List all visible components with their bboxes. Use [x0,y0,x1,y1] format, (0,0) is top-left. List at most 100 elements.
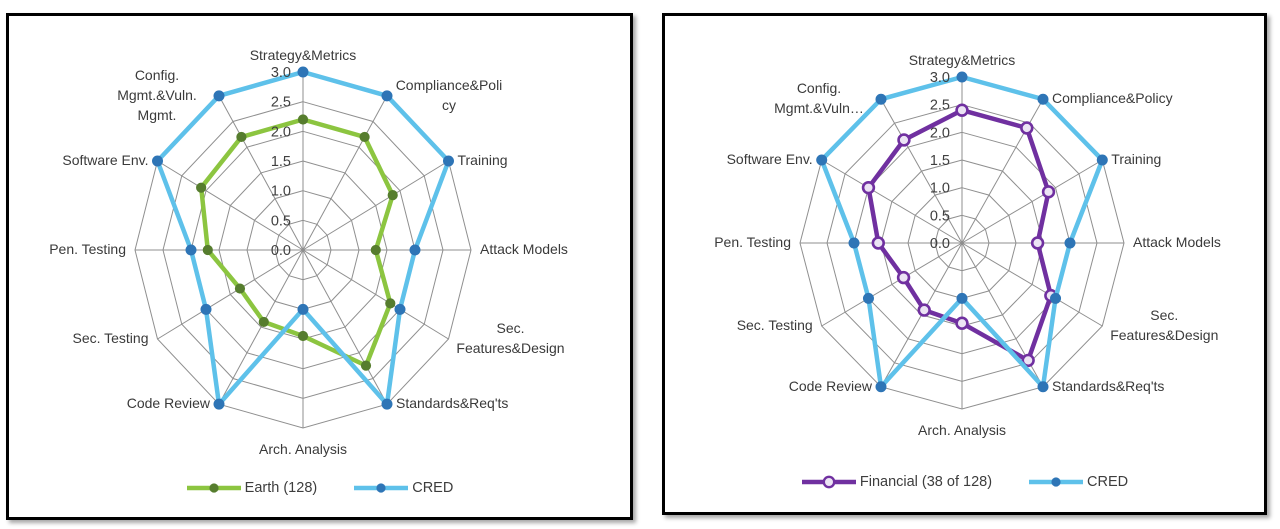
legend-label: CRED [412,480,454,496]
series-marker [1020,121,1034,135]
series-marker [297,114,309,125]
series-marker [234,283,246,294]
series-marker [1096,154,1108,166]
series-marker [297,66,309,78]
radar-spoke [218,249,304,405]
legend-label: Earth (128) [244,480,318,496]
axis-label: Sec. Testing [737,317,813,333]
radar-chart-financial: 3.0 2.5 2.0 1.5 1.0 0.5 0.0 Strategy&Metrics Com… [714,52,1221,438]
tick-label: 2.0 [271,124,291,140]
series-marker [861,180,876,195]
series-marker [955,316,969,330]
series-marker [956,71,968,83]
series-marker [385,298,396,309]
series-marker [848,237,860,249]
axis-label: Sec. Features&Design [456,320,564,356]
axis-label: Compliance&Policy [1052,90,1173,106]
legend-financial-chart: Financial (38 of 128) CRED [665,474,1264,490]
series-marker [394,303,406,315]
radar-spoke [302,95,388,251]
axis-label: Attack Models [480,241,568,257]
tick-label: 3.0 [271,65,291,81]
tick-label: 0.0 [271,243,291,259]
axis-label: Training [457,152,507,168]
legend-marker-icon [1029,477,1084,487]
tick-label: 0.5 [930,208,950,224]
series-marker [896,270,911,285]
radar-spoke [821,242,963,327]
radar-spoke [302,249,388,405]
axis-label: Strategy&Metrics [909,52,1016,68]
series-marker [297,303,309,315]
tick-label: 1.5 [271,154,291,170]
series-marker [1021,353,1035,368]
axis-label: Config. Mgmt.&Vuln… [774,80,864,116]
radar-spoke [961,242,1103,327]
series-marker [897,133,911,147]
series-marker [258,316,269,328]
series-marker [297,330,309,342]
series-marker [152,155,164,167]
series-marker [409,244,421,256]
series-marker [213,90,225,102]
legend-item-1: CRED [353,480,453,496]
axis-label: Sec. Features&Design [1110,307,1218,343]
axis-label: Sec. Testing [72,330,148,346]
tick-label: 0.0 [930,236,950,252]
radar-chart-earth: 3.0 2.5 2.0 1.5 1.0 0.5 0.0 Strategy&Metrics Com… [49,47,568,457]
series-marker [871,236,886,250]
tick-label: 0.5 [271,213,291,229]
radar-spoke [157,249,304,340]
axis-label: Standards&Req'ts [1052,378,1164,394]
series-marker [213,398,225,410]
tick-label: 2.0 [930,125,950,141]
series-marker [359,131,370,143]
tick-label: 3.0 [930,70,950,86]
series-marker [1030,236,1045,250]
axis-label: Strategy&Metrics [250,47,357,63]
tick-label: 1.0 [930,181,950,197]
series-marker [862,292,874,304]
legend-item-0: Earth (128) [186,480,318,496]
earth-cred-radar-panel: 3.0 2.5 2.0 1.5 1.0 0.5 0.0 Strategy&Metrics Com… [6,13,633,520]
series-marker [956,292,968,304]
legend-marker-icon [354,483,409,493]
series-marker [875,381,887,393]
radar-spoke [157,160,304,251]
tick-label: 2.5 [271,95,291,111]
legend-item-1: CRED [1028,474,1128,490]
series-marker [955,103,969,117]
series-marker [202,244,213,256]
radar-spoke [821,159,963,244]
radar-spoke [218,95,304,251]
series-marker [185,244,197,256]
legend-label: Financial (38 of 128) [859,474,993,490]
radar-spoke [961,159,1103,244]
series-marker [442,155,454,167]
series-marker [360,360,372,371]
series-marker [1050,292,1062,304]
axis-label: Arch. Analysis [259,441,347,457]
axis-label: Software Env. [727,151,813,167]
legend-dot [376,483,386,493]
legend-label: CRED [1087,474,1129,490]
axis-label: Training [1111,151,1161,167]
axis-label: Standards&Req'ts [396,395,508,411]
legend-marker-icon [801,475,856,489]
series-marker [875,93,887,105]
series-marker [1037,93,1049,105]
series-marker [236,131,247,143]
series-marker [1037,381,1049,393]
legend-dot [1051,477,1061,487]
tick-label: 1.0 [271,184,291,200]
axis-label: Pen. Testing [714,234,791,250]
legend-earth-chart: Earth (128) CRED [9,480,630,496]
radar-spoke [302,160,449,251]
series-marker [387,190,398,201]
legend-dot [209,483,219,493]
series-marker [816,154,828,166]
axis-label: Arch. Analysis [918,422,1006,438]
series-marker [381,398,393,410]
